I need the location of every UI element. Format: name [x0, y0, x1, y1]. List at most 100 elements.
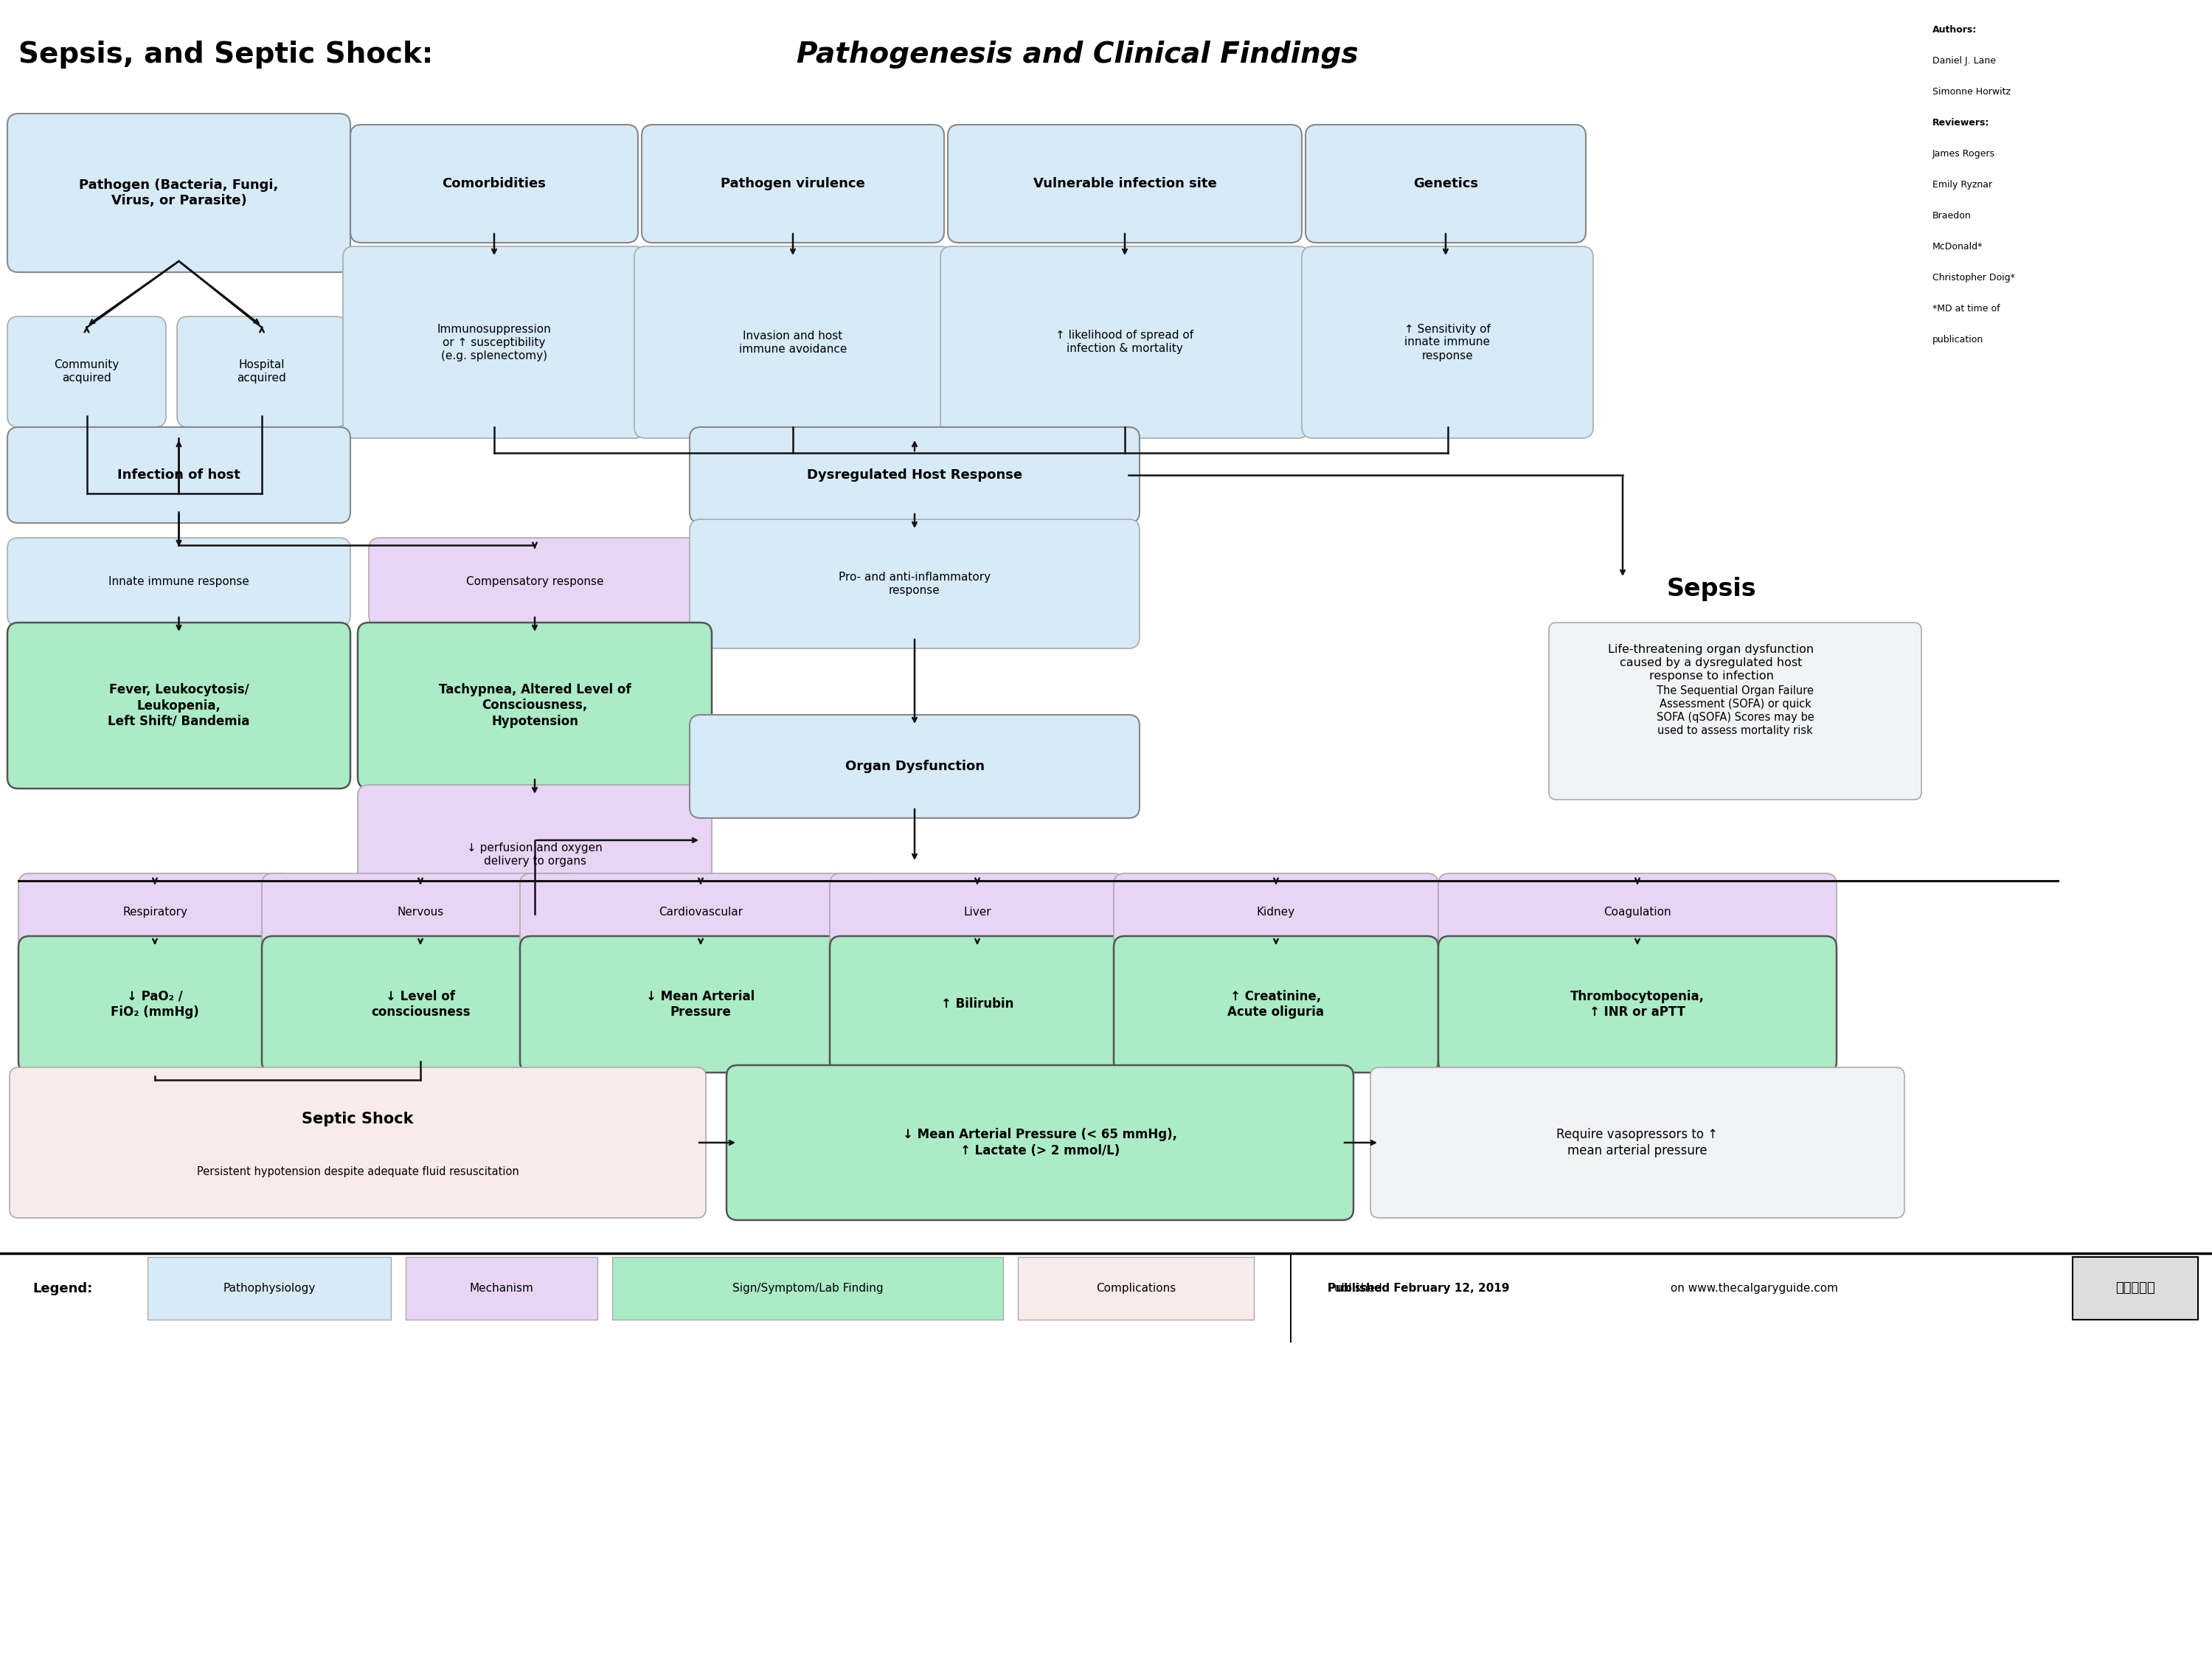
Text: Published February 12, 2019: Published February 12, 2019 [1327, 1282, 1509, 1294]
Text: *MD at time of: *MD at time of [1933, 304, 2000, 314]
Text: ↑ Bilirubin: ↑ Bilirubin [940, 997, 1013, 1010]
Text: ↑ Creatinine,
Acute oliguria: ↑ Creatinine, Acute oliguria [1228, 990, 1325, 1019]
Text: Sepsis: Sepsis [1666, 577, 1756, 602]
FancyBboxPatch shape [1115, 873, 1438, 951]
FancyBboxPatch shape [641, 124, 945, 242]
FancyBboxPatch shape [261, 936, 580, 1073]
FancyBboxPatch shape [261, 873, 580, 951]
FancyBboxPatch shape [7, 317, 166, 426]
FancyBboxPatch shape [690, 426, 1139, 523]
FancyBboxPatch shape [1115, 936, 1438, 1073]
FancyBboxPatch shape [690, 519, 1139, 649]
Text: Mechanism: Mechanism [469, 1282, 533, 1294]
FancyBboxPatch shape [1305, 124, 1586, 242]
Text: publication: publication [1933, 335, 1984, 345]
Text: Coagulation: Coagulation [1604, 906, 1672, 917]
FancyBboxPatch shape [520, 936, 880, 1073]
FancyBboxPatch shape [1303, 247, 1593, 438]
Text: ↓ Mean Arterial Pressure (< 65 mmHg),
↑ Lactate (> 2 mmol/L): ↓ Mean Arterial Pressure (< 65 mmHg), ↑ … [902, 1128, 1177, 1158]
Text: Hospital
acquired: Hospital acquired [237, 360, 288, 383]
Text: Simonne Horwitz: Simonne Horwitz [1933, 86, 2011, 96]
Text: Invasion and host
immune avoidance: Invasion and host immune avoidance [739, 330, 847, 355]
Text: Complications: Complications [1095, 1282, 1177, 1294]
Text: Thrombocytopenia,
↑ INR or aPTT: Thrombocytopenia, ↑ INR or aPTT [1571, 990, 1705, 1019]
Text: Sign/Symptom/Lab Finding: Sign/Symptom/Lab Finding [732, 1282, 883, 1294]
FancyBboxPatch shape [358, 622, 712, 788]
Text: ↓ Level of
consciousness: ↓ Level of consciousness [372, 990, 469, 1019]
FancyBboxPatch shape [1438, 936, 1836, 1073]
FancyBboxPatch shape [1438, 873, 1836, 951]
FancyBboxPatch shape [7, 113, 349, 272]
Text: Require vasopressors to ↑
mean arterial pressure: Require vasopressors to ↑ mean arterial … [1557, 1128, 1719, 1158]
Text: Organ Dysfunction: Organ Dysfunction [845, 760, 984, 773]
Text: Comorbidities: Comorbidities [442, 178, 546, 191]
FancyBboxPatch shape [613, 1258, 1002, 1319]
Text: Pathophysiology: Pathophysiology [223, 1282, 316, 1294]
Text: Persistent hypotension despite adequate fluid resuscitation: Persistent hypotension despite adequate … [197, 1166, 520, 1178]
Text: Authors:: Authors: [1933, 25, 1978, 35]
FancyBboxPatch shape [520, 873, 880, 951]
Text: Pro- and anti-inflammatory
response: Pro- and anti-inflammatory response [838, 572, 991, 596]
Text: Infection of host: Infection of host [117, 468, 241, 481]
Text: Published: Published [1327, 1282, 1385, 1294]
FancyBboxPatch shape [369, 538, 701, 627]
Text: Nervous: Nervous [398, 906, 445, 917]
FancyBboxPatch shape [2073, 1258, 2199, 1319]
FancyBboxPatch shape [830, 936, 1126, 1073]
FancyBboxPatch shape [358, 785, 712, 926]
Text: ⓒⓈⓃⓈⒶ: ⓒⓈⓃⓈⒶ [2115, 1282, 2154, 1296]
FancyBboxPatch shape [343, 247, 646, 438]
Text: Legend:: Legend: [33, 1282, 93, 1296]
FancyBboxPatch shape [349, 124, 637, 242]
Text: on www.thecalgaryguide.com: on www.thecalgaryguide.com [1668, 1282, 1838, 1294]
FancyBboxPatch shape [1548, 622, 1922, 800]
Text: McDonald*: McDonald* [1933, 242, 1982, 252]
Text: Pathogen virulence: Pathogen virulence [721, 178, 865, 191]
Text: ↓ perfusion and oxygen
delivery to organs: ↓ perfusion and oxygen delivery to organ… [467, 843, 602, 868]
Text: Sepsis, and Septic Shock:: Sepsis, and Septic Shock: [18, 40, 442, 68]
Text: Immunosuppression
or ↑ susceptibility
(e.g. splenectomy): Immunosuppression or ↑ susceptibility (e… [438, 324, 551, 362]
FancyBboxPatch shape [18, 936, 292, 1073]
Text: Liver: Liver [964, 906, 991, 917]
FancyBboxPatch shape [18, 873, 292, 951]
Text: ↓ PaO₂ /
FiO₂ (mmHg): ↓ PaO₂ / FiO₂ (mmHg) [111, 990, 199, 1019]
FancyBboxPatch shape [7, 426, 349, 523]
FancyBboxPatch shape [148, 1258, 392, 1319]
Text: Community
acquired: Community acquired [53, 360, 119, 383]
Text: Braedon: Braedon [1933, 211, 1971, 221]
FancyBboxPatch shape [7, 622, 349, 788]
Text: Genetics: Genetics [1413, 178, 1478, 191]
Text: Compensatory response: Compensatory response [467, 576, 604, 587]
FancyBboxPatch shape [690, 715, 1139, 818]
Text: Daniel J. Lane: Daniel J. Lane [1933, 56, 1995, 66]
Text: Dysregulated Host Response: Dysregulated Host Response [807, 468, 1022, 481]
Text: Emily Ryznar: Emily Ryznar [1933, 179, 1993, 189]
Text: Pathogen (Bacteria, Fungi,
Virus, or Parasite): Pathogen (Bacteria, Fungi, Virus, or Par… [80, 178, 279, 207]
Text: Christopher Doig*: Christopher Doig* [1933, 274, 2015, 282]
FancyBboxPatch shape [635, 247, 951, 438]
FancyBboxPatch shape [405, 1258, 597, 1319]
FancyBboxPatch shape [177, 317, 347, 426]
FancyBboxPatch shape [7, 538, 349, 627]
Text: ↑ likelihood of spread of
infection & mortality: ↑ likelihood of spread of infection & mo… [1055, 330, 1194, 355]
Text: Innate immune response: Innate immune response [108, 576, 250, 587]
Text: ↑ Sensitivity of
innate immune
response: ↑ Sensitivity of innate immune response [1405, 324, 1491, 362]
FancyBboxPatch shape [940, 247, 1310, 438]
FancyBboxPatch shape [726, 1065, 1354, 1219]
Text: Cardiovascular: Cardiovascular [659, 906, 743, 917]
FancyBboxPatch shape [1018, 1258, 1254, 1319]
FancyBboxPatch shape [1371, 1067, 1905, 1218]
Text: James Rogers: James Rogers [1933, 149, 1995, 159]
Text: Fever, Leukocytosis/
Leukopenia,
Left Shift/ Bandemia: Fever, Leukocytosis/ Leukopenia, Left Sh… [108, 684, 250, 728]
Text: Tachypnea, Altered Level of
Consciousness,
Hypotension: Tachypnea, Altered Level of Consciousnes… [438, 684, 630, 728]
Text: Pathogenesis and Clinical Findings: Pathogenesis and Clinical Findings [796, 40, 1358, 68]
FancyBboxPatch shape [947, 124, 1303, 242]
Text: Septic Shock: Septic Shock [301, 1112, 414, 1126]
FancyBboxPatch shape [9, 1067, 706, 1218]
Text: Reviewers:: Reviewers: [1933, 118, 1989, 128]
Text: ↓ Mean Arterial
Pressure: ↓ Mean Arterial Pressure [646, 990, 754, 1019]
Text: Kidney: Kidney [1256, 906, 1296, 917]
Text: Life-threatening organ dysfunction
caused by a dysregulated host
response to inf: Life-threatening organ dysfunction cause… [1608, 644, 1814, 682]
FancyBboxPatch shape [830, 873, 1126, 951]
Text: The Sequential Organ Failure
Assessment (SOFA) or quick
SOFA (qSOFA) Scores may : The Sequential Organ Failure Assessment … [1657, 685, 1814, 737]
